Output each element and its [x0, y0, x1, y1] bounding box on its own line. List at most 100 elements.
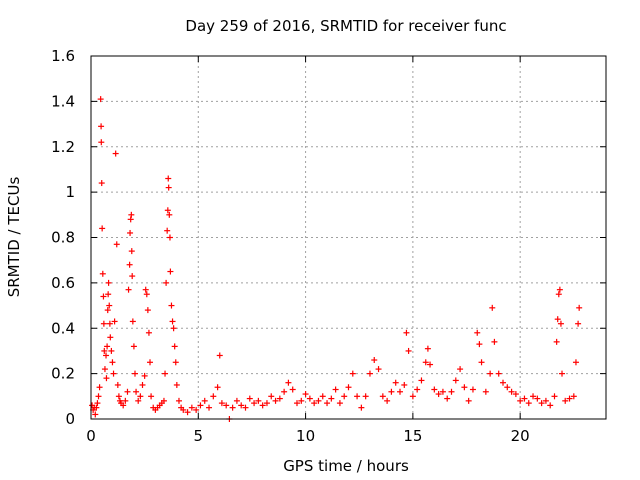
data-point — [107, 334, 114, 341]
data-point — [166, 234, 173, 241]
data-point — [553, 338, 560, 345]
data-point — [96, 384, 103, 391]
x-tick-label: 20 — [511, 427, 530, 445]
data-point — [409, 393, 416, 400]
y-tick-label: 1.6 — [51, 47, 75, 65]
data-point — [129, 273, 136, 280]
data-point — [324, 400, 331, 407]
data-point — [142, 286, 149, 293]
data-point — [126, 261, 133, 268]
data-point — [554, 316, 561, 323]
data-point — [135, 397, 142, 404]
data-point — [172, 359, 179, 366]
data-point — [94, 400, 101, 407]
data-point — [489, 304, 496, 311]
data-point — [98, 180, 105, 187]
data-point — [145, 329, 152, 336]
data-point — [188, 404, 195, 411]
data-point — [272, 397, 279, 404]
data-point — [512, 391, 519, 398]
data-point — [130, 343, 137, 350]
data-point — [521, 395, 528, 402]
data-point — [268, 393, 275, 400]
data-point — [105, 279, 112, 286]
data-point — [169, 318, 176, 325]
data-point — [93, 404, 100, 411]
data-point — [99, 270, 106, 277]
data-point — [534, 395, 541, 402]
data-point — [349, 370, 356, 377]
data-point — [345, 384, 352, 391]
data-point — [160, 397, 167, 404]
data-point — [147, 359, 154, 366]
data-point — [175, 397, 182, 404]
y-tick-label: 0.8 — [51, 229, 75, 247]
data-point — [294, 400, 300, 407]
data-point — [285, 379, 292, 386]
plot-frame — [90, 55, 607, 420]
data-point — [162, 370, 169, 377]
data-point — [405, 347, 412, 354]
data-point — [562, 397, 569, 404]
data-point — [530, 393, 537, 400]
data-point — [298, 397, 305, 404]
data-point — [555, 291, 562, 298]
data-point — [98, 139, 105, 146]
data-point — [114, 381, 121, 388]
tick-layer: 0 5 10 15 20 0 0.2 0.4 0.6 0.8 1 1.2 1.4 1.6 — [51, 47, 606, 445]
data-point — [478, 359, 485, 366]
data-point — [122, 397, 129, 404]
data-point — [559, 370, 566, 377]
data-point — [103, 352, 110, 359]
data-point — [106, 320, 113, 327]
data-point — [170, 325, 177, 332]
data-point — [131, 370, 138, 377]
data-point — [133, 388, 140, 395]
data-point — [141, 372, 148, 379]
x-tick-label: 0 — [86, 427, 96, 445]
data-point — [572, 359, 579, 366]
data-point — [547, 402, 554, 409]
data-point — [165, 175, 172, 182]
data-point — [144, 307, 151, 314]
data-point — [98, 123, 105, 130]
data-point — [476, 341, 483, 348]
data-point — [525, 400, 532, 407]
data-point — [103, 375, 110, 382]
data-point — [557, 320, 564, 327]
data-point — [120, 402, 127, 409]
data-point — [392, 379, 399, 386]
y-tick-label: 1.2 — [51, 138, 75, 156]
x-tick-label: 15 — [403, 427, 422, 445]
data-point — [95, 393, 102, 400]
data-point — [482, 388, 489, 395]
data-point — [216, 352, 223, 359]
data-point — [457, 366, 464, 373]
data-point — [137, 393, 144, 400]
data-point — [206, 404, 213, 411]
data-point — [495, 370, 502, 377]
data-point — [201, 397, 208, 404]
data-point — [418, 377, 425, 384]
grid-layer — [91, 56, 606, 419]
data-point — [143, 291, 150, 298]
data-point — [448, 388, 455, 395]
data-point — [461, 384, 468, 391]
data-point — [259, 402, 266, 409]
data-point — [538, 400, 545, 407]
data-point — [111, 318, 118, 325]
y-tick-label: 0 — [65, 410, 75, 428]
data-point — [469, 386, 476, 393]
data-point — [487, 370, 494, 377]
data-point — [281, 388, 288, 395]
data-point — [414, 386, 421, 393]
data-point — [422, 359, 429, 366]
data-point — [104, 343, 111, 350]
data-point — [180, 406, 187, 413]
data-point — [246, 395, 253, 402]
data-point — [358, 404, 365, 411]
data-point — [371, 357, 378, 364]
data-point — [193, 406, 200, 413]
y-axis-label: SRMTID / TECUs — [5, 177, 23, 298]
